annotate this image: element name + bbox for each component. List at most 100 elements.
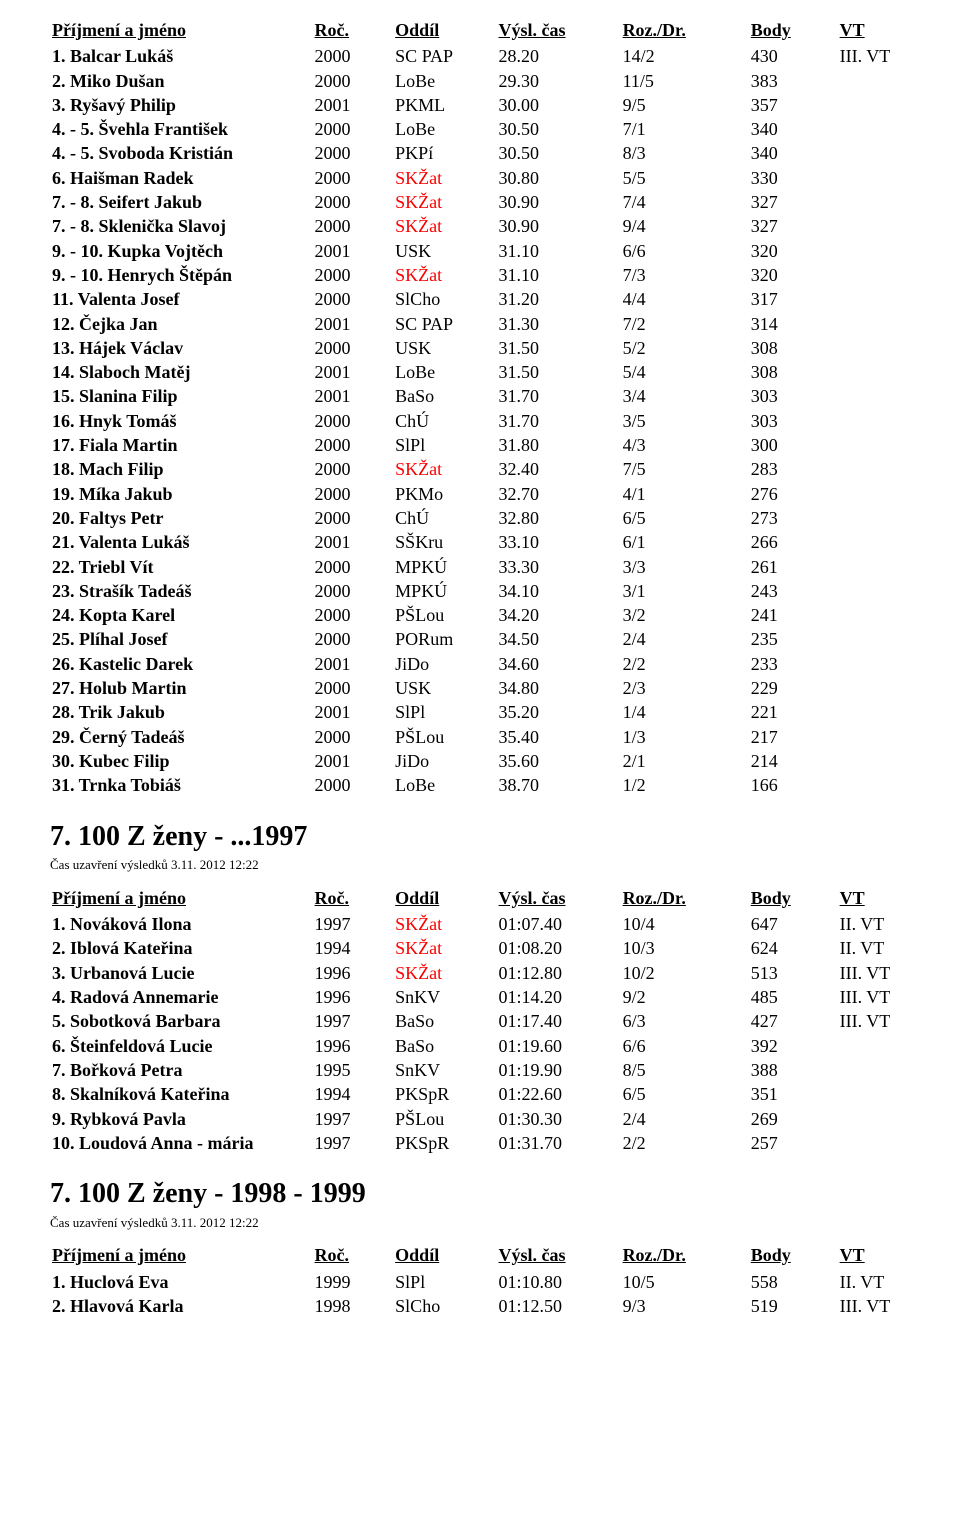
cell-vt: [838, 1082, 910, 1106]
cell-body: 235: [749, 627, 838, 651]
cell-name: 17. Fiala Martin: [50, 433, 313, 457]
cell-name: 15. Slanina Filip: [50, 384, 313, 408]
cell-roc: 2000: [313, 409, 394, 433]
cell-roz: 11/5: [621, 69, 749, 93]
cell-roz: 5/2: [621, 336, 749, 360]
cell-name: 27. Holub Martin: [50, 676, 313, 700]
cell-cas: 30.80: [497, 166, 621, 190]
cell-oddil: SKŽat: [393, 214, 496, 238]
cell-roz: 2/1: [621, 749, 749, 773]
cell-body: 485: [749, 985, 838, 1009]
cell-roz: 1/4: [621, 700, 749, 724]
cell-roz: 7/2: [621, 312, 749, 336]
table-row: 14. Slaboch Matěj2001LoBe31.505/4308: [50, 360, 910, 384]
table-row: 23. Strašík Tadeáš2000MPKÚ34.103/1243: [50, 579, 910, 603]
cell-oddil: SKŽat: [393, 936, 496, 960]
cell-roc: 1997: [313, 1107, 394, 1131]
table-row: 1. Balcar Lukáš2000SC PAP28.2014/2430III…: [50, 44, 910, 68]
cell-body: 229: [749, 676, 838, 700]
cell-roz: 8/3: [621, 141, 749, 165]
col-header: VT: [838, 886, 910, 912]
cell-body: 392: [749, 1034, 838, 1058]
table-row: 20. Faltys Petr2000ChÚ32.806/5273: [50, 506, 910, 530]
cell-cas: 31.20: [497, 287, 621, 311]
cell-roc: 2000: [313, 676, 394, 700]
cell-roc: 2001: [313, 652, 394, 676]
cell-body: 357: [749, 93, 838, 117]
cell-oddil: SKŽat: [393, 912, 496, 936]
table-row: 4. - 5. Svoboda Kristián2000PKPí30.508/3…: [50, 141, 910, 165]
table-row: 2. Iblová Kateřina1994SKŽat01:08.2010/36…: [50, 936, 910, 960]
col-header: Příjmení a jméno: [50, 1243, 313, 1269]
cell-roc: 1998: [313, 1294, 394, 1318]
cell-vt: [838, 1034, 910, 1058]
cell-roz: 2/3: [621, 676, 749, 700]
cell-roc: 2000: [313, 579, 394, 603]
cell-body: 217: [749, 725, 838, 749]
cell-oddil: BaSo: [393, 384, 496, 408]
table-row: 26. Kastelic Darek2001JiDo34.602/2233: [50, 652, 910, 676]
col-header: Roz./Dr.: [621, 1243, 749, 1269]
cell-name: 9. Rybková Pavla: [50, 1107, 313, 1131]
cell-body: 624: [749, 936, 838, 960]
section-title: 7. 100 Z ženy - ...1997: [50, 818, 910, 856]
cell-roc: 1995: [313, 1058, 394, 1082]
section-subnote: Čas uzavření výsledků 3.11. 2012 12:22: [50, 856, 910, 874]
table-row: 19. Míka Jakub2000PKMo32.704/1276: [50, 482, 910, 506]
cell-roz: 10/3: [621, 936, 749, 960]
table-row: 6. Šteinfeldová Lucie1996BaSo01:19.606/6…: [50, 1034, 910, 1058]
cell-roc: 1996: [313, 1034, 394, 1058]
cell-roc: 2001: [313, 700, 394, 724]
cell-body: 340: [749, 141, 838, 165]
cell-cas: 33.30: [497, 555, 621, 579]
cell-name: 9. - 10. Kupka Vojtěch: [50, 239, 313, 263]
cell-body: 276: [749, 482, 838, 506]
col-header: Oddíl: [393, 1243, 496, 1269]
cell-vt: [838, 482, 910, 506]
cell-roc: 2001: [313, 530, 394, 554]
cell-body: 241: [749, 603, 838, 627]
cell-name: 29. Černý Tadeáš: [50, 725, 313, 749]
cell-name: 1. Balcar Lukáš: [50, 44, 313, 68]
cell-oddil: LoBe: [393, 117, 496, 141]
section-title: 7. 100 Z ženy - 1998 - 1999: [50, 1175, 910, 1213]
cell-vt: [838, 287, 910, 311]
cell-name: 21. Valenta Lukáš: [50, 530, 313, 554]
cell-oddil: LoBe: [393, 773, 496, 797]
cell-vt: [838, 312, 910, 336]
table-row: 9. - 10. Henrych Štěpán2000SKŽat31.107/3…: [50, 263, 910, 287]
cell-roc: 1996: [313, 985, 394, 1009]
cell-name: 3. Ryšavý Philip: [50, 93, 313, 117]
cell-oddil: SKŽat: [393, 457, 496, 481]
cell-body: 427: [749, 1009, 838, 1033]
cell-body: 257: [749, 1131, 838, 1155]
cell-roc: 2000: [313, 506, 394, 530]
cell-body: 303: [749, 384, 838, 408]
cell-vt: [838, 457, 910, 481]
col-header: Roz./Dr.: [621, 886, 749, 912]
cell-body: 388: [749, 1058, 838, 1082]
cell-vt: [838, 506, 910, 530]
cell-oddil: SKŽat: [393, 263, 496, 287]
col-header: Body: [749, 18, 838, 44]
cell-body: 303: [749, 409, 838, 433]
col-header: Roz./Dr.: [621, 18, 749, 44]
cell-roc: 2001: [313, 312, 394, 336]
cell-body: 320: [749, 263, 838, 287]
table-row: 13. Hájek Václav2000USK31.505/2308: [50, 336, 910, 360]
cell-cas: 01:30.30: [497, 1107, 621, 1131]
cell-vt: [838, 117, 910, 141]
cell-name: 14. Slaboch Matěj: [50, 360, 313, 384]
cell-body: 513: [749, 961, 838, 985]
cell-roc: 2001: [313, 93, 394, 117]
cell-oddil: SlCho: [393, 287, 496, 311]
cell-body: 233: [749, 652, 838, 676]
cell-cas: 01:31.70: [497, 1131, 621, 1155]
cell-roz: 9/5: [621, 93, 749, 117]
table-row: 7. - 8. Seifert Jakub2000SKŽat30.907/432…: [50, 190, 910, 214]
cell-vt: [838, 214, 910, 238]
col-header: Roč.: [313, 886, 394, 912]
cell-cas: 30.90: [497, 190, 621, 214]
cell-cas: 34.50: [497, 627, 621, 651]
cell-roz: 3/4: [621, 384, 749, 408]
